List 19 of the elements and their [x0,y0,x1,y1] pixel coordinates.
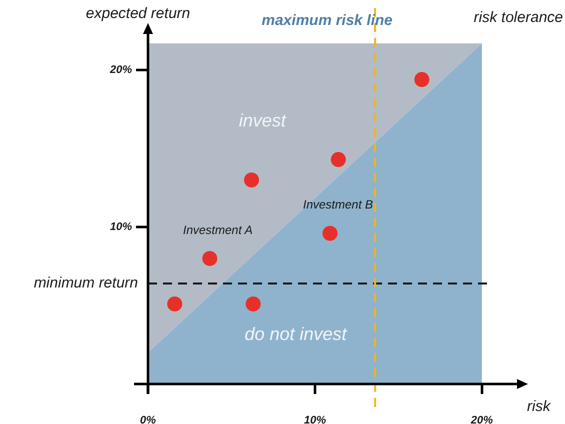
ref-line-label: maximum risk line [262,12,393,30]
annotation: Investment A [182,222,253,237]
x-tick-label: 10% [304,414,326,424]
point [167,296,182,312]
text: risk tolerance [474,9,563,26]
x-tick-label: 20% [470,414,494,424]
annotation: invest [238,110,287,130]
point [244,172,260,188]
point [246,296,261,312]
y-axis-title: expected return [86,5,190,22]
point [322,226,338,241]
point [202,250,218,266]
annotation: do not invest [244,324,348,344]
annotation: Investment B [302,198,374,212]
point [414,72,430,88]
ref-line-label: minimum return [34,274,138,292]
x-tick-label: 0% [140,414,156,424]
point [330,152,346,168]
x-axis-title: risk [527,398,552,416]
